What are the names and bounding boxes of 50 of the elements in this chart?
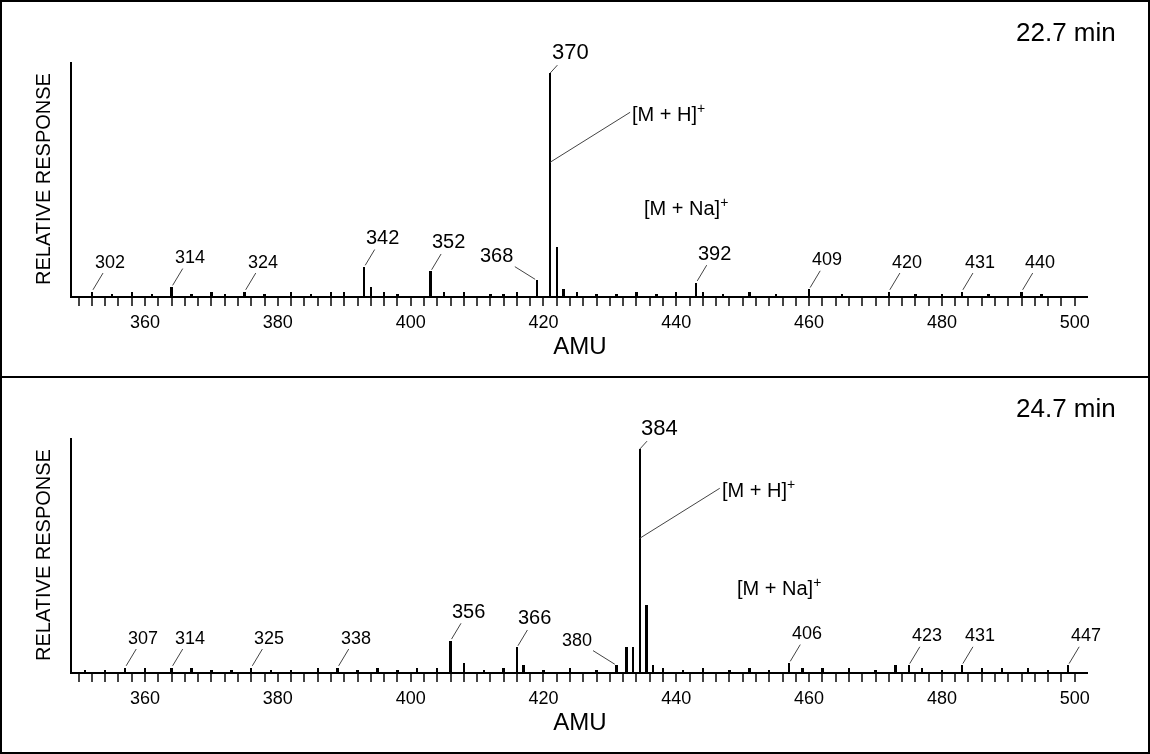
annotation: 366 (518, 606, 552, 628)
annotation: 352 (432, 230, 466, 252)
annotation: [M + H]$^{+}$ (722, 476, 796, 502)
x-tick-label: 400 (395, 311, 426, 332)
x-tick-label: 480 (926, 311, 957, 332)
text: 22.7 min (1016, 17, 1116, 47)
annotation: 314 (175, 247, 206, 267)
x-tick-label: 500 (1059, 687, 1090, 708)
annotation: 356 (452, 600, 486, 622)
x-axis-title: AMU (553, 331, 607, 359)
x-tick-label: 480 (926, 687, 957, 708)
annotation: 342 (366, 226, 400, 248)
annotation: 307 (128, 628, 159, 648)
annotation: [M + Na]$^{+}$ (737, 574, 822, 600)
annotation: 380 (562, 630, 593, 650)
annotation: 409 (812, 249, 843, 269)
x-tick-label: 440 (661, 311, 692, 332)
x-tick-label: 360 (130, 687, 161, 708)
x-tick-label: 460 (794, 687, 825, 708)
text: 24.7 min (1016, 393, 1116, 423)
annotation: 406 (792, 623, 823, 643)
annotation: [M + Na]$^{+}$ (644, 194, 729, 220)
x-tick-label: 500 (1059, 311, 1090, 332)
annotation: 431 (965, 252, 996, 272)
annotation: 392 (698, 242, 732, 264)
annotation: 431 (965, 625, 996, 645)
annotation: 447 (1071, 625, 1102, 645)
x-tick-label: 420 (528, 687, 559, 708)
annotation: [M + H]$^{+}$ (632, 100, 706, 126)
x-tick-label: 360 (130, 311, 161, 332)
annotation: 302 (95, 252, 126, 272)
annotation: 324 (248, 252, 279, 272)
x-tick-label: 400 (395, 687, 426, 708)
annotation: 314 (175, 628, 206, 648)
annotation: 370 (552, 39, 589, 64)
annotation: 384 (641, 415, 678, 440)
annotation: 423 (912, 625, 943, 645)
annotation: 368 (480, 244, 514, 266)
y-axis-title: RELATIVE RESPONSE (32, 449, 54, 661)
x-tick-label: 440 (661, 687, 692, 708)
y-axis-title: RELATIVE RESPONSE (32, 73, 54, 285)
x-tick-label: 460 (794, 311, 825, 332)
annotation: 338 (341, 628, 372, 648)
annotation: 325 (254, 628, 285, 648)
annotation: 440 (1025, 252, 1056, 272)
x-tick-label: 380 (262, 311, 293, 332)
x-axis-title: AMU (553, 707, 607, 735)
x-tick-label: 380 (262, 687, 293, 708)
x-tick-label: 420 (528, 311, 559, 332)
annotation: 420 (892, 252, 923, 272)
